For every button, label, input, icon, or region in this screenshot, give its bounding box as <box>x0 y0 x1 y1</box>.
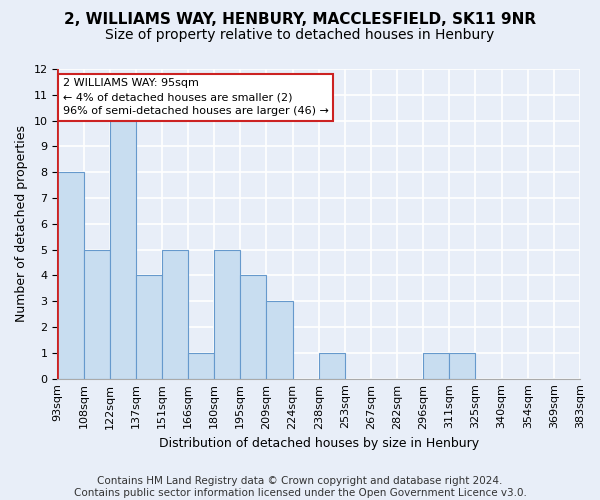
Bar <box>319 353 345 378</box>
Bar <box>136 276 162 378</box>
Y-axis label: Number of detached properties: Number of detached properties <box>15 126 28 322</box>
Bar <box>423 353 449 378</box>
Text: 2, WILLIAMS WAY, HENBURY, MACCLESFIELD, SK11 9NR: 2, WILLIAMS WAY, HENBURY, MACCLESFIELD, … <box>64 12 536 28</box>
Bar <box>266 302 293 378</box>
Text: Size of property relative to detached houses in Henbury: Size of property relative to detached ho… <box>106 28 494 42</box>
Bar <box>58 172 83 378</box>
Bar <box>110 120 136 378</box>
Bar <box>83 250 110 378</box>
Text: Contains HM Land Registry data © Crown copyright and database right 2024.
Contai: Contains HM Land Registry data © Crown c… <box>74 476 526 498</box>
Text: 2 WILLIAMS WAY: 95sqm
← 4% of detached houses are smaller (2)
96% of semi-detach: 2 WILLIAMS WAY: 95sqm ← 4% of detached h… <box>62 78 329 116</box>
Bar <box>214 250 241 378</box>
Bar <box>241 276 266 378</box>
Bar <box>162 250 188 378</box>
Bar <box>188 353 214 378</box>
Bar <box>449 353 475 378</box>
X-axis label: Distribution of detached houses by size in Henbury: Distribution of detached houses by size … <box>158 437 479 450</box>
